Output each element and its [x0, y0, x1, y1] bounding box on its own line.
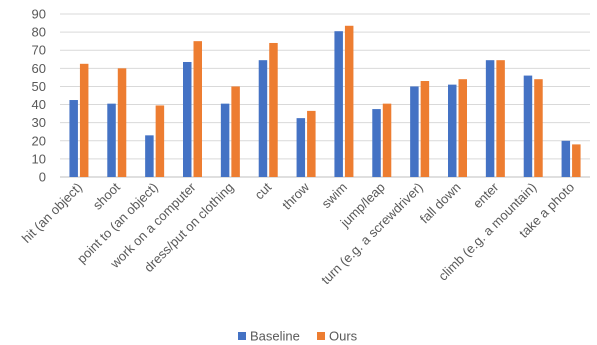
y-tick-label: 20 [32, 133, 46, 148]
bar-ours-1 [117, 68, 127, 177]
bar-baseline-8 [372, 109, 381, 177]
bar-ours-2 [155, 105, 165, 177]
x-category-label: fall down [417, 180, 464, 227]
legend-label-ours: Ours [329, 329, 358, 344]
y-tick-label: 40 [32, 97, 46, 112]
bar-ours-10 [458, 79, 467, 177]
bar-baseline-7 [334, 31, 343, 178]
bar-baseline-9 [410, 86, 419, 177]
y-tick-label: 70 [32, 43, 46, 58]
bar-baseline-10 [448, 84, 457, 177]
bar-baseline-11 [485, 60, 495, 177]
bar-ours-0 [79, 63, 89, 177]
y-tick-label: 90 [32, 7, 46, 22]
bar-baseline-5 [258, 60, 268, 177]
bar-baseline-13 [561, 140, 571, 177]
y-tick-label: 0 [39, 170, 46, 185]
bars [69, 25, 581, 178]
x-category-label: enter [470, 179, 502, 211]
y-tick-label: 60 [32, 61, 46, 76]
legend-swatch-ours [317, 332, 325, 340]
y-tick-label: 50 [32, 79, 46, 94]
bar-baseline-12 [523, 75, 533, 177]
y-tick-label: 30 [32, 115, 46, 130]
bar-baseline-3 [183, 61, 192, 177]
x-category-label: hit (an object) [19, 180, 85, 246]
bar-baseline-0 [69, 100, 78, 177]
y-tick-label: 10 [32, 151, 46, 166]
x-category-label: shoot [90, 179, 123, 212]
bar-baseline-2 [145, 135, 154, 177]
gridlines [60, 13, 590, 178]
bar-ours-4 [231, 86, 240, 177]
bar-baseline-1 [107, 103, 116, 177]
bar-ours-6 [307, 110, 316, 177]
x-category-label: cut [251, 179, 274, 202]
bar-ours-3 [193, 41, 202, 177]
x-category-label: swim [319, 180, 351, 212]
legend: Baseline Ours [238, 329, 358, 344]
bar-ours-12 [534, 79, 543, 177]
x-category-label: throw [279, 179, 313, 213]
bar-ours-13 [572, 144, 581, 177]
legend-label-baseline: Baseline [250, 329, 300, 344]
y-axis-ticks: 0 10 20 30 40 50 60 70 80 90 [32, 7, 46, 185]
bar-ours-7 [344, 25, 354, 178]
bar-ours-11 [496, 60, 505, 177]
y-tick-label: 80 [32, 25, 46, 40]
bar-ours-8 [382, 103, 392, 177]
bar-baseline-4 [220, 103, 230, 177]
legend-swatch-baseline [238, 332, 246, 340]
bar-ours-9 [420, 81, 430, 177]
bar-baseline-6 [296, 118, 306, 177]
bar-ours-5 [269, 42, 278, 177]
